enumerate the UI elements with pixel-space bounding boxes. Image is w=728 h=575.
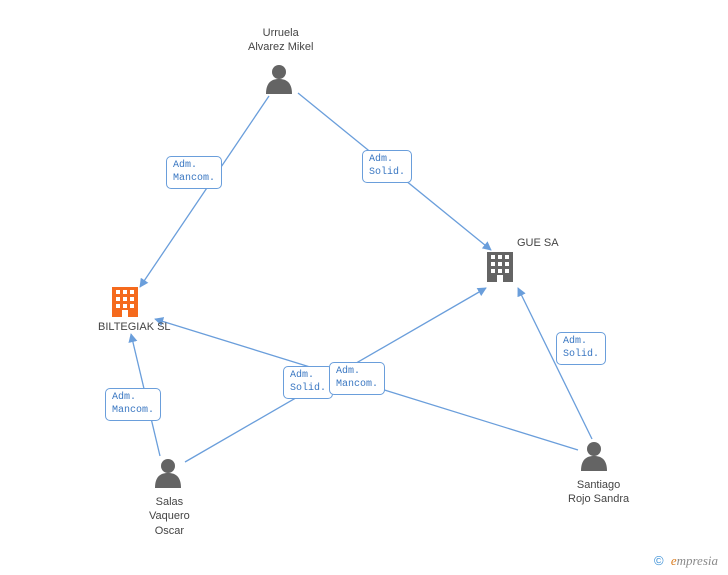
person-icon [581,442,607,471]
person-icon [155,459,181,488]
edge-label-santiago-guesa: Adm. Solid. [556,332,606,365]
person-icon [266,65,292,94]
edge-urruela-biltegiak [140,96,269,287]
building-icon [112,287,138,317]
node-label-biltegiak: BILTEGIAK SL [98,320,171,334]
node-label-guesa: GUE SA [517,236,559,250]
edge-label-urruela-biltegiak: Adm. Mancom. [166,156,222,189]
edge-label-salas-guesa: Adm. Solid. [283,366,333,399]
node-label-salas: Salas Vaquero Oscar [149,495,190,538]
node-label-urruela: Urruela Alvarez Mikel [248,26,313,55]
building-icon [487,252,513,282]
node-label-santiago: Santiago Rojo Sandra [568,478,629,507]
brand-name: mpresia [677,553,718,568]
edge-label-salas-biltegiak: Adm. Mancom. [105,388,161,421]
edge-label-santiago-biltegiak: Adm. Mancom. [329,362,385,395]
copyright-symbol: © [654,553,664,568]
footer-branding: © empresia [654,553,718,569]
edge-label-urruela-guesa: Adm. Solid. [362,150,412,183]
